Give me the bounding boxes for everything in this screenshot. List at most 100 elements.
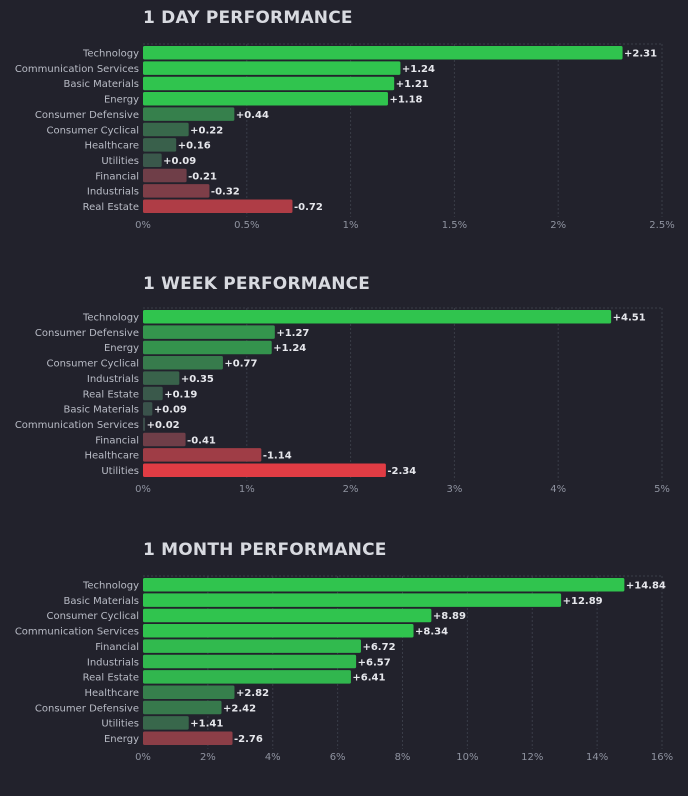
category-label: Technology bbox=[82, 49, 139, 60]
x-tick-label: 4% bbox=[550, 484, 566, 495]
category-label: Technology bbox=[82, 313, 139, 324]
x-tick-label: 2% bbox=[550, 220, 566, 231]
bar[interactable] bbox=[143, 153, 162, 167]
data-label: -0.32 bbox=[211, 187, 240, 198]
bar[interactable] bbox=[143, 639, 361, 653]
bar[interactable] bbox=[143, 184, 210, 198]
bar[interactable] bbox=[143, 76, 395, 91]
bar[interactable] bbox=[143, 432, 186, 447]
x-tick-label: 16% bbox=[651, 752, 673, 763]
data-label: +1.24 bbox=[273, 343, 306, 354]
category-label: Communication Services bbox=[15, 64, 139, 75]
chart-title: 1 DAY PERFORMANCE bbox=[143, 8, 353, 28]
category-label: Basic Materials bbox=[64, 405, 140, 416]
data-label: +8.89 bbox=[433, 611, 466, 622]
category-label: Basic Materials bbox=[64, 596, 140, 607]
category-label: Healthcare bbox=[84, 688, 139, 699]
data-label: +1.41 bbox=[190, 719, 223, 730]
chart-title: 1 WEEK PERFORMANCE bbox=[143, 274, 371, 294]
category-label: Financial bbox=[95, 435, 139, 446]
bar[interactable] bbox=[143, 463, 386, 478]
x-tick-label: 12% bbox=[521, 752, 543, 763]
bar-chart-1-month: Technology +14.84 Basic Materials +12.89 Con… bbox=[15, 575, 673, 763]
bar-chart-1-day: Technology +2.31 Communication Services +1.… bbox=[15, 43, 675, 231]
data-label: -1.14 bbox=[263, 451, 292, 462]
data-label: -2.34 bbox=[387, 466, 416, 477]
bar[interactable] bbox=[143, 608, 432, 623]
x-tick-label: 6% bbox=[330, 752, 346, 763]
bar[interactable] bbox=[143, 386, 163, 401]
x-tick-label: 0% bbox=[135, 220, 151, 231]
data-label: +14.84 bbox=[626, 581, 666, 592]
bar[interactable] bbox=[143, 107, 235, 121]
category-label: Financial bbox=[95, 171, 139, 182]
category-label: Utilities bbox=[101, 156, 139, 167]
bar[interactable] bbox=[143, 325, 275, 339]
data-label: -0.21 bbox=[188, 171, 217, 182]
x-tick-label: 0% bbox=[135, 484, 151, 495]
data-label: +2.42 bbox=[223, 703, 256, 714]
category-label: Industrials bbox=[87, 187, 139, 198]
category-label: Consumer Cyclical bbox=[46, 125, 139, 136]
x-tick-label: 1.5% bbox=[442, 220, 467, 231]
bar[interactable] bbox=[143, 199, 293, 214]
data-label: +0.19 bbox=[164, 389, 197, 400]
category-label: Healthcare bbox=[84, 141, 139, 152]
data-label: +1.21 bbox=[396, 79, 429, 90]
category-label: Communication Services bbox=[15, 420, 139, 431]
category-label: Consumer Defensive bbox=[35, 328, 139, 339]
data-label: +6.41 bbox=[352, 673, 385, 684]
bar[interactable] bbox=[143, 654, 357, 669]
data-label: +6.57 bbox=[358, 657, 391, 668]
bar[interactable] bbox=[143, 593, 562, 607]
data-label: +0.44 bbox=[236, 110, 269, 121]
bar[interactable] bbox=[143, 168, 187, 183]
bar[interactable] bbox=[143, 700, 222, 715]
bar[interactable] bbox=[143, 310, 612, 324]
x-tick-label: 2% bbox=[343, 484, 359, 495]
category-label: Healthcare bbox=[84, 451, 139, 462]
bar[interactable] bbox=[143, 624, 414, 638]
bar[interactable] bbox=[143, 138, 177, 152]
data-label: +0.16 bbox=[178, 141, 211, 152]
data-label: -2.76 bbox=[234, 734, 263, 745]
bar[interactable] bbox=[143, 448, 262, 462]
x-tick-label: 14% bbox=[586, 752, 608, 763]
bar[interactable] bbox=[143, 122, 189, 137]
bar[interactable] bbox=[143, 92, 388, 106]
data-label: +8.34 bbox=[415, 627, 448, 638]
category-label: Financial bbox=[95, 642, 139, 653]
data-label: +0.22 bbox=[190, 125, 223, 136]
category-label: Real Estate bbox=[83, 202, 139, 213]
data-label: +6.72 bbox=[362, 642, 395, 653]
x-tick-label: 0% bbox=[135, 752, 151, 763]
bar[interactable] bbox=[143, 685, 235, 699]
category-label: Industrials bbox=[87, 657, 139, 668]
x-tick-label: 2% bbox=[200, 752, 216, 763]
category-label: Communication Services bbox=[15, 627, 139, 638]
data-label: +4.51 bbox=[613, 313, 646, 324]
data-label: +12.89 bbox=[563, 596, 603, 607]
data-label: +0.02 bbox=[147, 420, 180, 431]
x-tick-label: 2.5% bbox=[649, 220, 674, 231]
category-label: Utilities bbox=[101, 466, 139, 477]
x-tick-label: 0.5% bbox=[234, 220, 259, 231]
bar[interactable] bbox=[143, 402, 153, 416]
category-label: Consumer Defensive bbox=[35, 110, 139, 121]
category-label: Consumer Cyclical bbox=[46, 611, 139, 622]
bar[interactable] bbox=[143, 356, 223, 370]
data-label: +1.27 bbox=[276, 328, 309, 339]
bar[interactable] bbox=[143, 731, 233, 746]
bar[interactable] bbox=[143, 371, 180, 385]
category-label: Consumer Cyclical bbox=[46, 359, 139, 370]
bar[interactable] bbox=[143, 578, 625, 592]
x-tick-label: 3% bbox=[446, 484, 462, 495]
bar[interactable] bbox=[143, 340, 272, 355]
category-label: Real Estate bbox=[83, 673, 139, 684]
x-tick-label: 4% bbox=[265, 752, 281, 763]
bar[interactable] bbox=[143, 716, 189, 730]
bar[interactable] bbox=[143, 61, 401, 75]
bar[interactable] bbox=[143, 46, 623, 60]
bar[interactable] bbox=[143, 670, 351, 684]
bar[interactable] bbox=[143, 417, 146, 431]
